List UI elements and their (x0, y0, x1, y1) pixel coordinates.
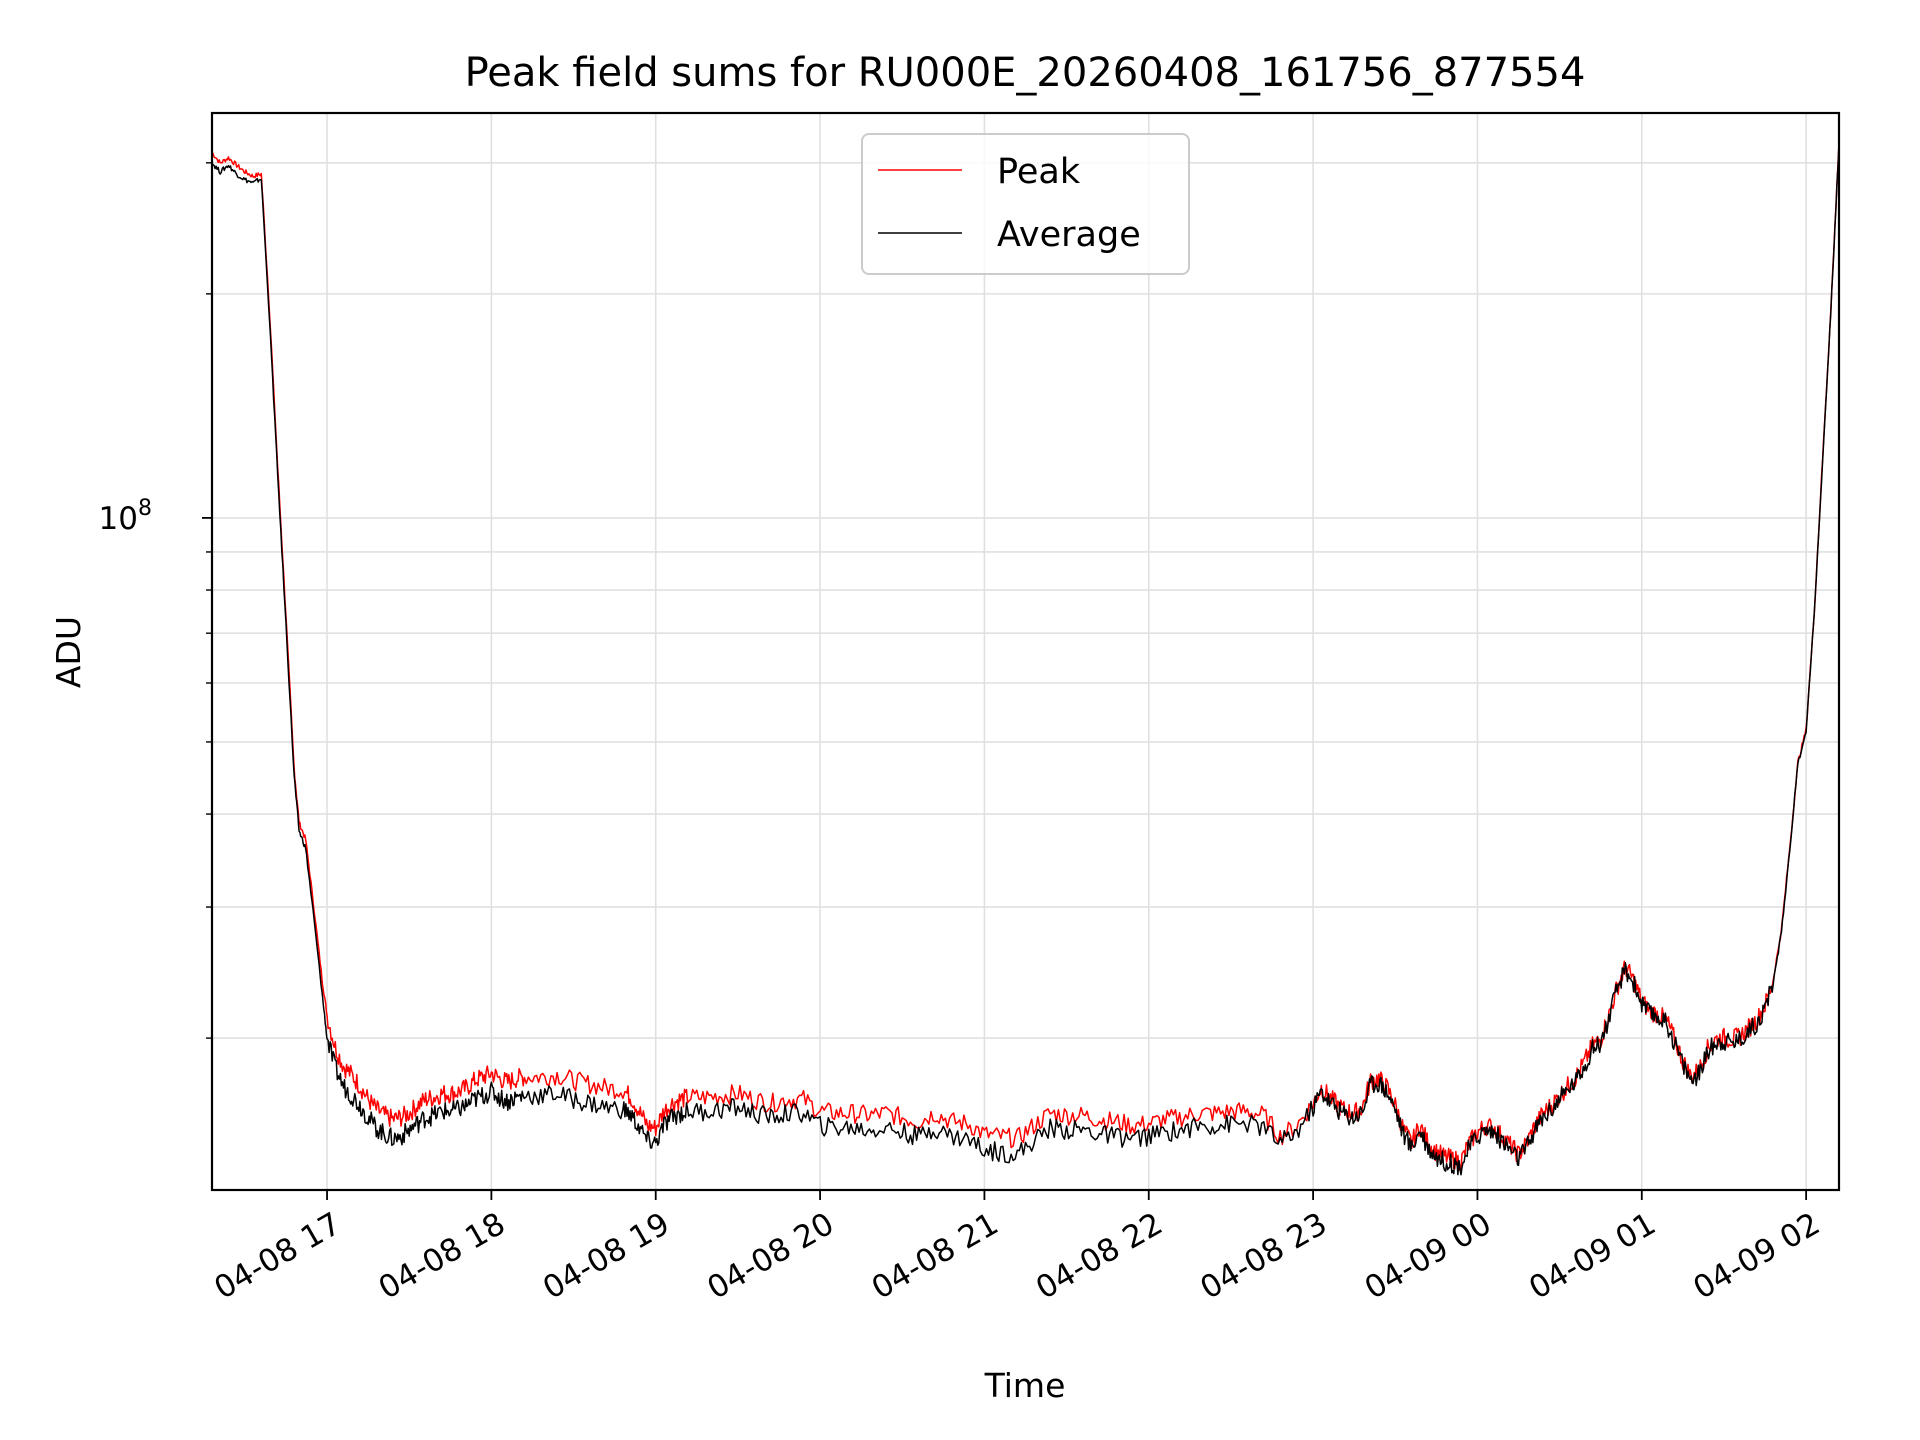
y-axis: 108 (99, 162, 212, 1039)
plot-frame (210, 111, 1841, 1192)
y-axis-label: ADU (49, 616, 88, 688)
legend-box (861, 133, 1190, 275)
plot-lines (211, 141, 1840, 1176)
y-tick-label-exponent: 8 (138, 496, 152, 521)
y-tick-label: 108 (99, 496, 152, 537)
grid (212, 113, 1839, 1190)
series-line-average (211, 143, 1840, 1176)
y-tick-label-base: 10 (99, 501, 138, 537)
legend-label-peak: Peak (997, 152, 1081, 192)
x-axis-label: Time (984, 1366, 1066, 1405)
chart-title: Peak field sums for RU000E_20260408_1617… (465, 50, 1586, 96)
legend: Peak Average (861, 133, 1190, 275)
legend-label-average: Average (997, 215, 1141, 255)
